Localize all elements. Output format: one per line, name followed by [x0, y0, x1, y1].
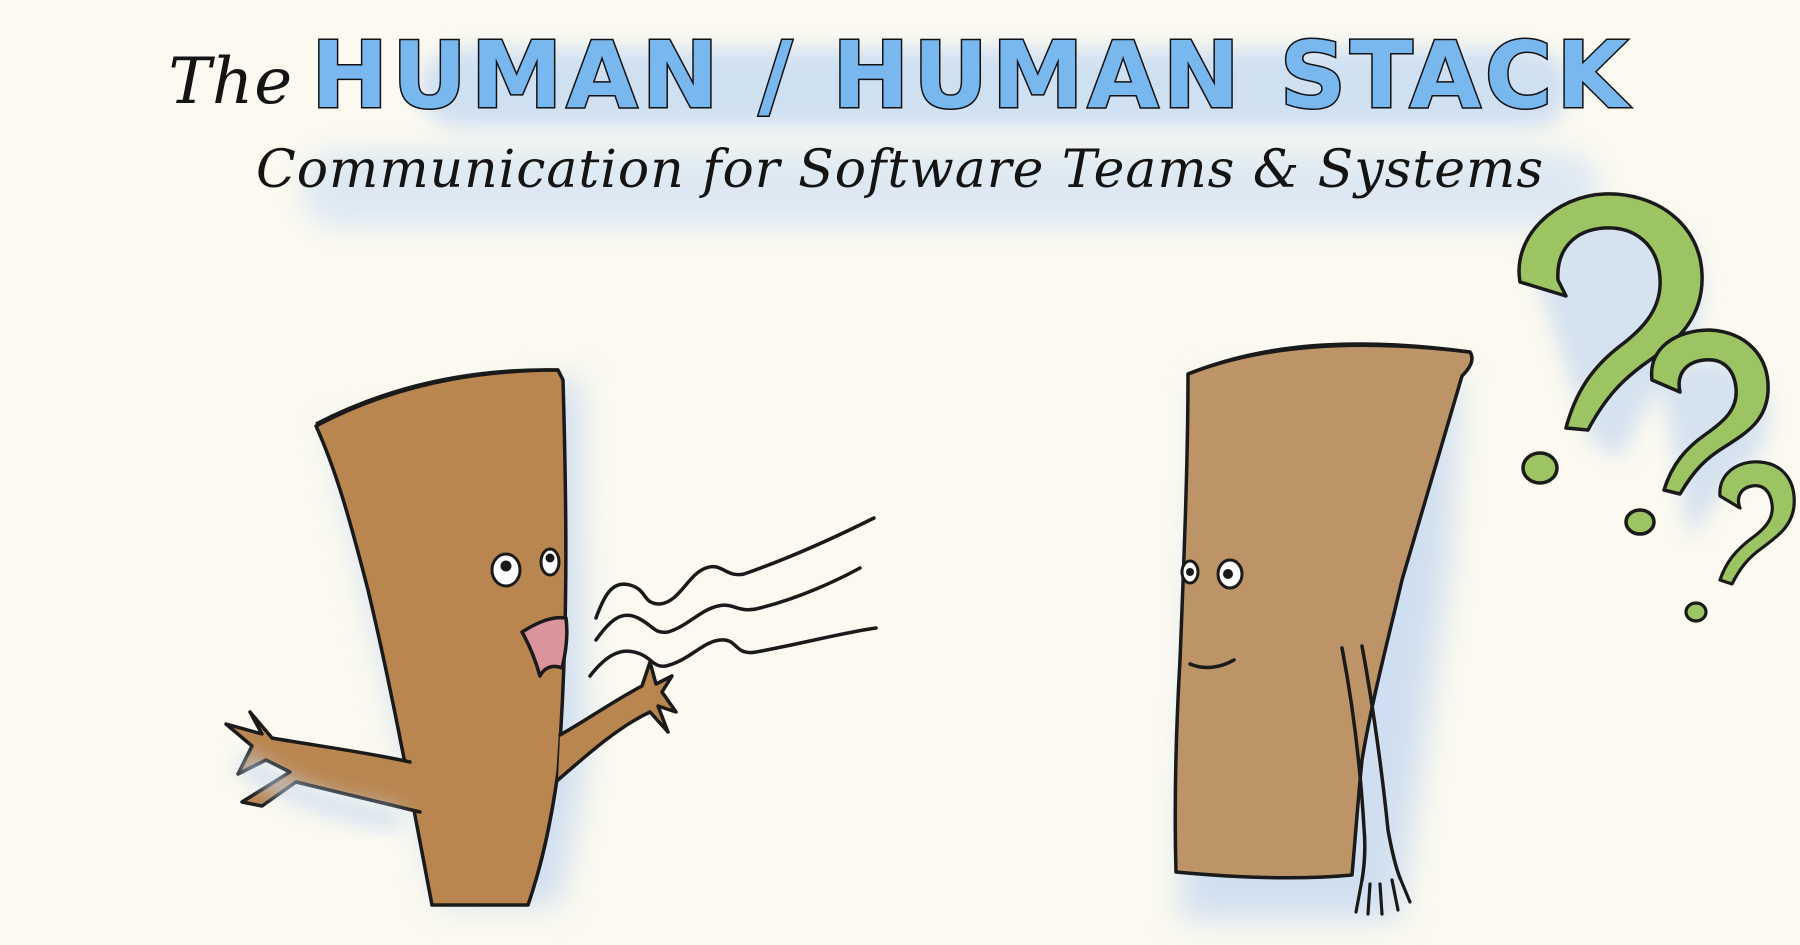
- title-prefix: The: [168, 45, 294, 119]
- listener-pupil-right: [1223, 569, 1233, 579]
- title-highlight: [420, 48, 1570, 128]
- sound-wave-middle: [594, 566, 862, 642]
- listener-hand: [1354, 876, 1412, 916]
- listener-mouth: [1188, 658, 1236, 670]
- speaker-character: [224, 368, 678, 907]
- listener-body: [1173, 343, 1474, 880]
- page-subtitle: Communication for Software Teams & Syste…: [0, 140, 1800, 200]
- sound-waves-icon: [588, 516, 878, 678]
- speaker-top-edge: [315, 368, 559, 426]
- title-area: The HUMAN / HUMAN STACK Communication for…: [0, 0, 1800, 240]
- speaker-pupil-right: [545, 553, 555, 563]
- page-title: The HUMAN / HUMAN STACK: [0, 21, 1800, 131]
- title-main: HUMAN / HUMAN STACK: [310, 21, 1632, 131]
- subtitle-text: Communication for Software Teams & Syste…: [255, 140, 1545, 200]
- speaker-mouth: [520, 615, 569, 678]
- speaker-left-arm-shadow: [233, 751, 402, 831]
- question-dot-small: [1684, 601, 1708, 623]
- listener-pupil-left: [1186, 568, 1194, 576]
- speaker-right-arm: [556, 660, 678, 782]
- question-dot-medium: [1624, 508, 1656, 536]
- listener-top-edge: [1187, 342, 1471, 376]
- question-mark-large: [1517, 192, 1704, 432]
- question-mark-small: [1718, 460, 1796, 586]
- question-mark-medium: [1649, 328, 1770, 496]
- subtitle-highlight: [300, 150, 1600, 228]
- question-mark-icon: [1517, 192, 1796, 623]
- listener-arm: [1340, 644, 1402, 882]
- speaker-pupil-left: [500, 560, 512, 572]
- sound-wave-bottom: [588, 626, 878, 678]
- question-dot-large: [1521, 451, 1559, 485]
- sound-wave-top: [594, 516, 876, 620]
- listener-character: [1173, 342, 1474, 920]
